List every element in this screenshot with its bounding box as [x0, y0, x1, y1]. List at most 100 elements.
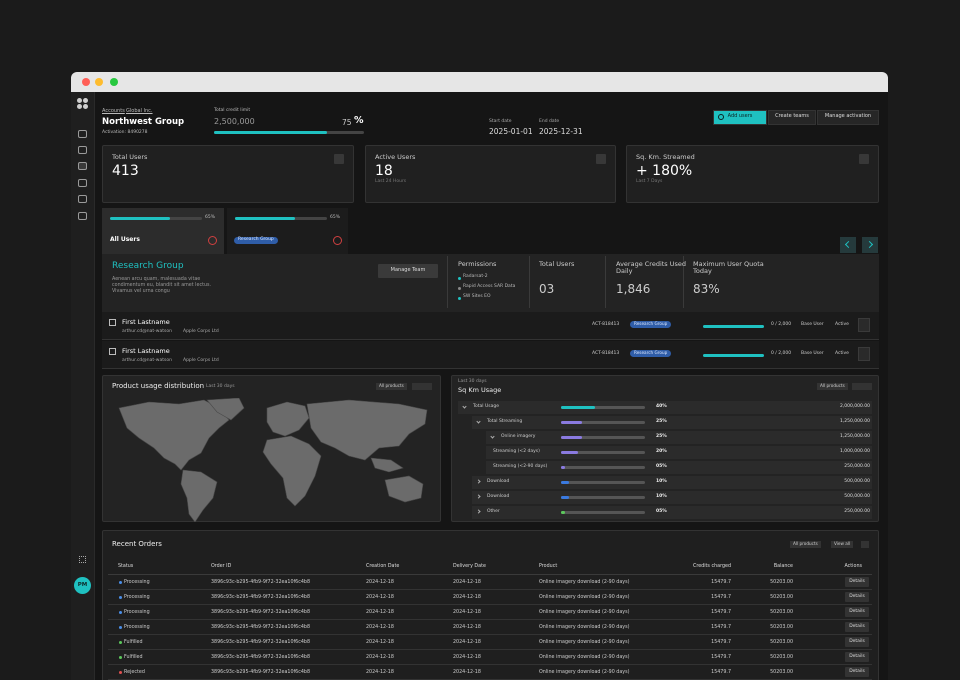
manage-team-button[interactable] — [378, 264, 438, 278]
details-button[interactable] — [845, 637, 869, 647]
header-button[interactable] — [817, 110, 879, 125]
sqkm-menu[interactable] — [852, 383, 872, 390]
user-account: ACT-818413 — [592, 351, 620, 356]
nav-icon[interactable] — [78, 179, 87, 187]
orders-filter[interactable]: All products — [790, 541, 821, 548]
team-tab[interactable] — [102, 208, 224, 254]
breadcrumb-link[interactable]: Global Inc. — [126, 108, 153, 114]
details-label[interactable]: Details — [849, 639, 865, 644]
nav-icon[interactable] — [78, 146, 87, 154]
info-button[interactable] — [596, 154, 606, 164]
nav-icon[interactable] — [78, 195, 87, 203]
usage-row[interactable] — [486, 446, 872, 459]
details-button[interactable] — [845, 622, 869, 632]
details-label[interactable]: Details — [849, 609, 865, 614]
south-america — [180, 469, 218, 522]
row-menu[interactable] — [858, 318, 870, 332]
order-cell: 15479.7 — [711, 640, 731, 645]
info-button[interactable] — [334, 154, 344, 164]
order-cell: 3896c93c-b295-4fb9-9f72-32ea10f6c4b8 — [211, 580, 311, 585]
maximize-dot[interactable] — [110, 78, 118, 86]
order-cell: 2024-12-18 — [366, 595, 394, 600]
nav-icon[interactable] — [78, 130, 87, 138]
header-button[interactable] — [768, 110, 816, 125]
orders-panel — [102, 530, 879, 680]
usage-row[interactable] — [486, 431, 872, 444]
details-button[interactable] — [845, 592, 869, 602]
orders-view-all[interactable]: View all — [831, 541, 854, 548]
orders-menu[interactable] — [861, 541, 869, 548]
start-date: 2025-01-01 — [489, 127, 533, 136]
column-header: Balance — [773, 564, 793, 569]
header-button-label[interactable]: Manage activation — [824, 113, 872, 119]
permission-dot — [458, 297, 461, 300]
nav-icon[interactable] — [78, 162, 87, 170]
details-label[interactable]: Details — [849, 579, 865, 584]
order-cell: 2024-12-18 — [453, 595, 481, 600]
details-button[interactable] — [845, 667, 869, 677]
status-dot — [119, 611, 122, 614]
remove-button[interactable] — [333, 236, 342, 245]
team-tab[interactable] — [227, 208, 348, 254]
order-cell: 2024-12-18 — [453, 640, 481, 645]
avatar-initials: PM — [77, 582, 88, 588]
tab-name[interactable]: All Users — [110, 236, 140, 243]
minimize-dot[interactable] — [95, 78, 103, 86]
order-status: Processing — [124, 595, 150, 600]
manage-team-label[interactable]: Manage Team — [390, 267, 426, 273]
remove-button[interactable] — [208, 236, 217, 245]
details-label[interactable]: Details — [849, 624, 865, 629]
prev-button[interactable] — [840, 237, 856, 253]
tab-progress-label: 65% — [330, 215, 341, 220]
map-menu[interactable] — [412, 383, 432, 390]
details-button[interactable] — [845, 577, 869, 587]
row-menu[interactable] — [858, 347, 870, 361]
header-button-label[interactable]: Add users — [727, 113, 753, 119]
row-checkbox[interactable] — [109, 348, 116, 355]
usage-row[interactable] — [458, 401, 872, 414]
order-status: Processing — [124, 610, 150, 615]
details-button[interactable] — [845, 607, 869, 617]
user-role: Base User — [801, 351, 824, 356]
apps-icon[interactable] — [79, 556, 86, 563]
usage-row[interactable] — [486, 461, 872, 474]
stat-card — [102, 145, 354, 203]
card-label: Active Users — [375, 153, 416, 161]
nav-icon[interactable] — [78, 212, 87, 220]
user-name: First Lastname — [122, 347, 170, 355]
usage-row[interactable] — [472, 506, 872, 519]
order-cell: Online imagery download (2-90 days) — [539, 610, 630, 615]
usage-bar — [561, 496, 570, 499]
close-dot[interactable] — [82, 78, 90, 86]
order-status: Fulfilled — [124, 655, 143, 660]
avatar[interactable] — [74, 577, 91, 594]
next-button[interactable] — [862, 237, 878, 253]
column-header: Status — [118, 564, 134, 569]
permission-dot — [458, 287, 461, 290]
sqkm-filter[interactable]: All products — [817, 383, 848, 390]
details-label[interactable]: Details — [849, 669, 865, 674]
world-map — [118, 398, 428, 522]
header-button[interactable] — [713, 110, 767, 125]
details-label[interactable]: Details — [849, 594, 865, 599]
tab-progress-fill — [235, 217, 295, 220]
info-button[interactable] — [859, 154, 869, 164]
row-checkbox[interactable] — [109, 319, 116, 326]
activation-id: Activation: 8490278 — [102, 130, 148, 135]
title-bar — [71, 72, 888, 92]
usage-bar — [561, 406, 595, 409]
usage-row[interactable] — [472, 491, 872, 504]
sqkm-title: Sq Km Usage — [458, 386, 502, 394]
breadcrumb-link[interactable]: Accounts — [102, 108, 125, 114]
order-row — [108, 620, 872, 635]
credit-fill — [214, 131, 327, 134]
header-button-label[interactable]: Create teams — [775, 113, 809, 119]
tab-tag[interactable]: Research Group — [234, 237, 278, 244]
order-cell: 3896c93c-b295-4fb9-9f72-32ea10f6c4b8 — [211, 625, 311, 630]
usage-row[interactable] — [472, 416, 872, 429]
stat-card — [365, 145, 616, 203]
details-button[interactable] — [845, 652, 869, 662]
details-label[interactable]: Details — [849, 654, 865, 659]
usage-row[interactable] — [472, 476, 872, 489]
map-filter[interactable]: All products — [376, 383, 407, 390]
